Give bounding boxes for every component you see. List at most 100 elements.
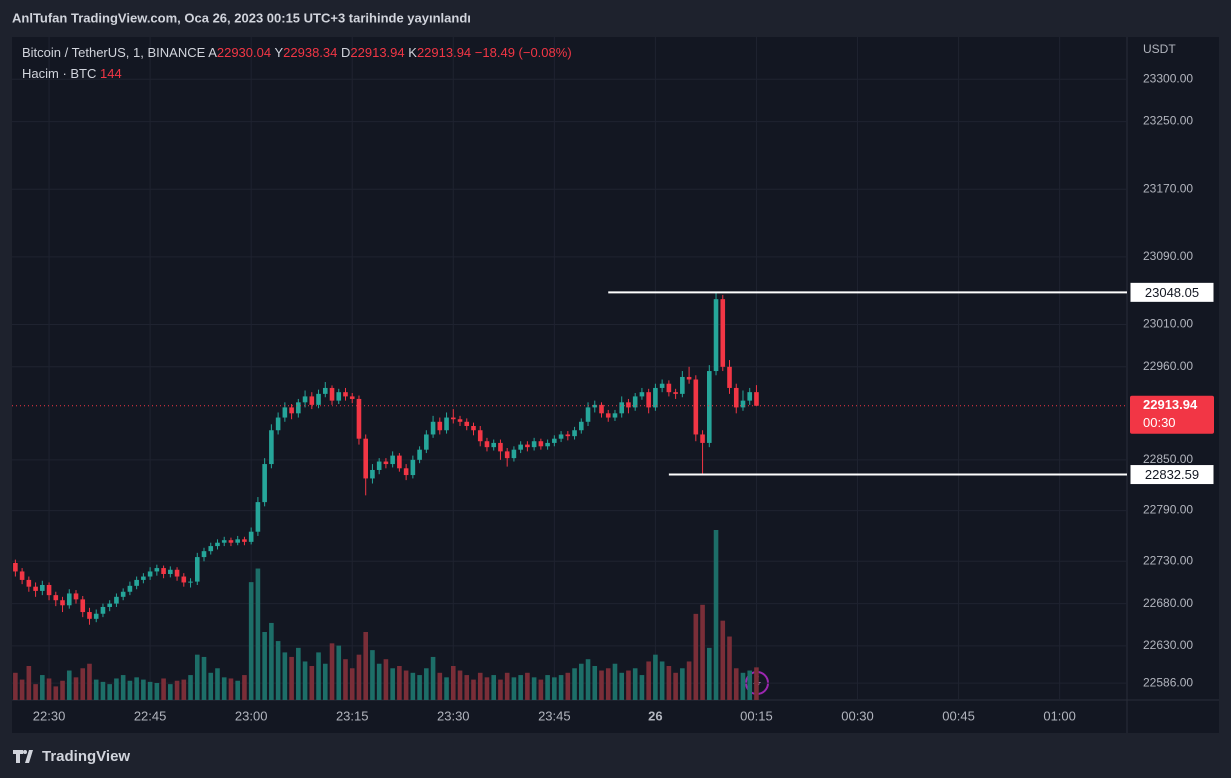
candle-body	[504, 451, 510, 459]
volume-bar	[168, 684, 173, 700]
candle-body	[477, 430, 483, 442]
candle-body	[612, 413, 618, 418]
candle-body	[525, 444, 530, 448]
volume-bar	[653, 654, 658, 700]
volume-bar	[154, 683, 160, 700]
volume-bar	[147, 681, 153, 700]
volume-bar	[430, 656, 436, 700]
volume-bar	[93, 679, 99, 700]
volume-bar	[632, 668, 638, 700]
candle-body	[120, 591, 126, 597]
legend-volume-value: 144	[100, 66, 122, 81]
volume-bar	[87, 663, 92, 700]
volume-bar	[343, 659, 348, 700]
volume-bar	[626, 670, 631, 700]
volume-bar	[282, 652, 288, 700]
candle-body	[740, 400, 746, 408]
candle-body	[646, 392, 651, 408]
volume-bar	[208, 672, 214, 700]
volume-bar	[491, 675, 497, 700]
candle-body	[720, 299, 726, 367]
volume-bar	[40, 675, 45, 700]
y-tick-label: 22960.00	[1143, 359, 1193, 373]
candle-body	[700, 434, 705, 443]
chart-panel	[12, 37, 1219, 733]
volume-bar	[740, 672, 746, 700]
candle-body	[87, 612, 92, 619]
volume-bar	[262, 632, 267, 700]
y-tick-label: 22850.00	[1143, 452, 1193, 466]
volume-bar	[659, 661, 665, 700]
volume-bar	[518, 675, 523, 700]
x-tick-label: 01:00	[1043, 708, 1076, 723]
candle-body	[747, 392, 753, 401]
candle-body	[430, 421, 436, 435]
candle-body	[383, 461, 389, 465]
volume-bar	[545, 675, 550, 700]
candle-body	[653, 387, 658, 408]
volume-bar	[457, 670, 463, 700]
candle-body	[666, 383, 672, 393]
candle-body	[578, 421, 584, 431]
volume-bar	[120, 675, 126, 700]
volume-bar	[511, 677, 517, 700]
candle-body	[33, 586, 38, 591]
candle-body	[464, 421, 470, 427]
volume-bar	[444, 677, 449, 700]
y-tick-label: 23300.00	[1143, 71, 1193, 85]
candle-body	[370, 469, 375, 479]
candle-body	[592, 404, 598, 408]
candle-body	[619, 402, 625, 414]
volume-bar	[612, 663, 618, 700]
volume-bar	[403, 670, 409, 700]
candle-body	[141, 576, 146, 580]
volume-bar	[127, 680, 133, 700]
volume-bar	[410, 672, 416, 700]
candle-body	[208, 546, 214, 552]
candle-body	[410, 459, 416, 476]
volume-bar	[390, 668, 395, 700]
volume-bar	[107, 684, 112, 700]
volume-bar	[706, 647, 712, 700]
legend-volume: Hacim · BTC 144	[22, 66, 122, 81]
volume-bar	[80, 668, 86, 700]
candle-body	[93, 613, 99, 619]
candle-body	[262, 464, 267, 503]
candle-body	[255, 502, 261, 532]
volume-bar	[141, 679, 146, 700]
candle-body	[13, 563, 18, 572]
y-tick-label: 22630.00	[1143, 638, 1193, 652]
candle-body	[26, 579, 32, 587]
level-label-box	[1129, 281, 1215, 303]
volume-bar	[46, 678, 52, 700]
y-tick-label: 22790.00	[1143, 503, 1193, 517]
candle-body	[215, 542, 220, 547]
volume-bar	[383, 659, 389, 700]
legend-change: −18.49 (−0.08%)	[475, 45, 572, 60]
volume-bar	[464, 675, 470, 700]
volume-bar	[376, 663, 382, 700]
volume-bar	[19, 679, 25, 700]
volume-bar	[194, 654, 200, 700]
legend-high-label: Y	[274, 45, 283, 60]
candle-body	[437, 421, 443, 431]
candle-body	[107, 603, 112, 607]
volume-bar	[437, 672, 443, 700]
volume-bar	[417, 675, 422, 700]
candle-body	[289, 407, 294, 414]
candle-body	[66, 593, 72, 606]
volume-bar	[296, 647, 301, 700]
candle-body	[127, 585, 133, 592]
volume-bar	[235, 680, 240, 700]
volume-bar	[720, 620, 726, 700]
legend-close-label: K	[408, 45, 417, 60]
x-tick-label: 00:30	[841, 708, 874, 723]
x-tick-label: 00:45	[942, 708, 975, 723]
volume-bar	[498, 679, 503, 700]
legend-close-value: 22913.94	[417, 45, 471, 60]
volume-bar	[605, 668, 611, 700]
volume-bar	[201, 656, 207, 700]
volume-bar	[134, 677, 139, 700]
volume-bar	[248, 582, 254, 700]
